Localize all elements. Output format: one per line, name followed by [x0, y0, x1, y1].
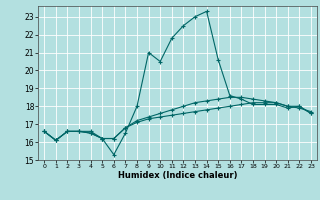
X-axis label: Humidex (Indice chaleur): Humidex (Indice chaleur) [118, 171, 237, 180]
